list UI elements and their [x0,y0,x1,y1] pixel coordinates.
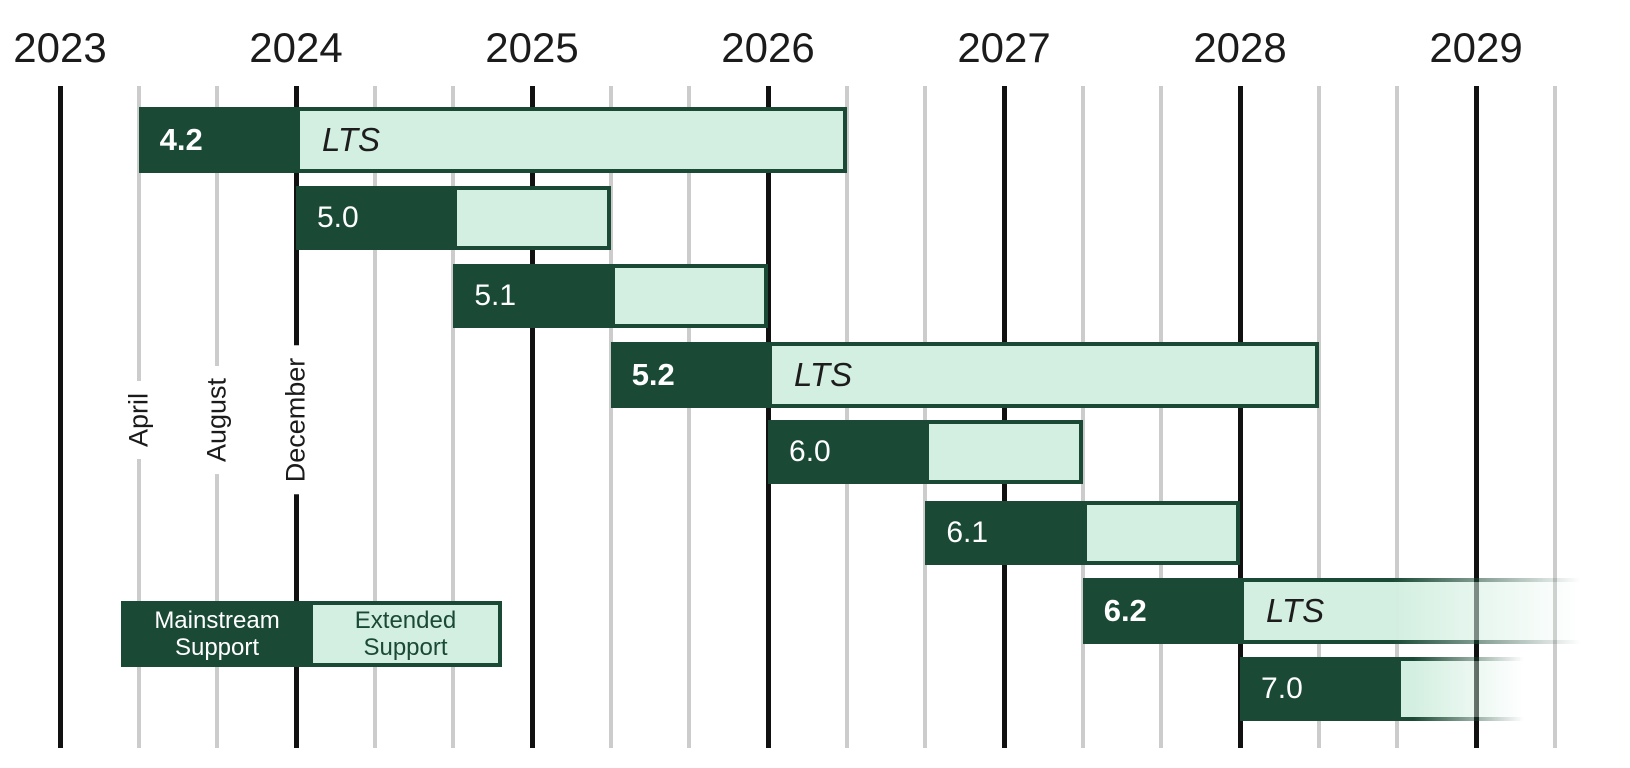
extended-support-segment [1397,657,1555,721]
month-gridline [372,86,377,748]
extended-support-segment [1082,501,1241,565]
month-gridline [1395,86,1400,748]
month-gridline [1080,86,1085,748]
month-gridline [923,86,928,748]
lts-label: LTS [321,121,381,158]
year-label: 2027 [957,24,1051,71]
version-label: 6.2 [1103,593,1147,628]
lts-label: LTS [1266,592,1325,629]
month-label: December [274,345,318,495]
month-gridline [608,86,613,748]
version-label: 5.1 [474,279,517,312]
version-label: 6.0 [789,435,831,468]
extended-support-segment [610,264,769,328]
legend-extended-swatch: Extended Support [313,605,498,663]
release-bar-6.1: 6.1 [925,501,1241,565]
extended-support-segment [453,186,611,250]
release-bar-7.0: 7.0 [1240,657,1555,721]
month-gridline [1552,86,1557,748]
extended-support-segment: LTS [1240,578,1618,644]
legend-mainstream-label: Mainstream Support [154,606,280,661]
release-bar-6.0: 6.0 [768,420,1083,484]
release-bar-4.2: 4.2 LTS [138,107,847,173]
version-label: 4.2 [159,122,203,157]
extended-support-segment: LTS [768,342,1319,408]
version-label: 6.1 [946,516,989,549]
year-gridline [529,86,535,748]
year-gridline [1237,86,1243,748]
release-bar-5.2: 5.2 LTS [610,342,1319,408]
year-label: 2024 [249,24,343,71]
mainstream-support-segment: 6.2 [1082,578,1241,644]
month-gridline [687,86,692,748]
mainstream-support-segment: 5.0 [296,186,454,250]
month-gridline [451,86,456,748]
mainstream-support-segment: 6.0 [768,420,926,484]
extended-support-segment: LTS [295,107,847,173]
month-gridline [1159,86,1164,748]
legend-extended-label: Extended Support [354,606,457,661]
year-gridline [765,86,771,748]
mainstream-support-segment: 6.1 [925,501,1083,565]
release-bar-6.2: 6.2 LTS [1082,578,1618,644]
extended-support-segment [925,420,1083,484]
month-gridline [1316,86,1321,748]
release-bar-5.0: 5.0 [296,186,611,250]
mainstream-support-segment: 4.2 [138,107,296,173]
version-label: 5.0 [317,201,359,234]
mainstream-support-segment: 7.0 [1240,657,1398,721]
year-label: 2025 [485,24,579,71]
month-gridline [844,86,849,748]
legend: Mainstream Support Extended Support [121,601,502,667]
year-label: 2028 [1193,24,1287,71]
lts-label: LTS [794,356,853,393]
year-gridline [1001,86,1007,748]
legend-mainstream-swatch: Mainstream Support [121,601,313,667]
release-bar-5.1: 5.1 [453,264,769,328]
mainstream-support-segment: 5.1 [453,264,611,328]
year-label: 2026 [721,24,815,71]
year-gridline [1473,86,1479,748]
mainstream-support-segment: 5.2 [610,342,769,408]
month-label: April [117,380,161,460]
version-label: 5.2 [631,357,675,392]
version-label: 7.0 [1261,672,1303,705]
year-gridline [57,86,63,748]
year-label: 2029 [1429,24,1523,71]
year-label: 2023 [13,24,107,71]
month-label: August [195,365,239,475]
